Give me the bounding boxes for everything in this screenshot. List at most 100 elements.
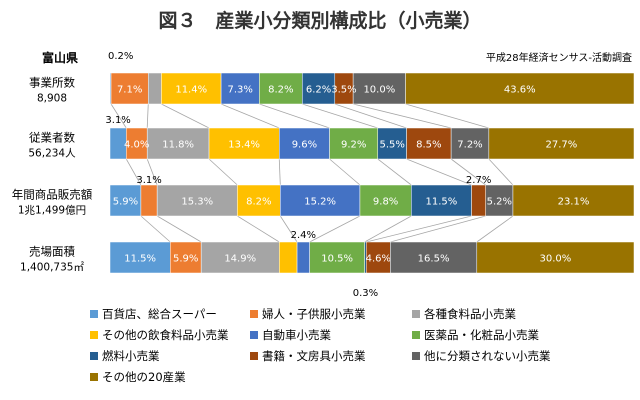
- bar-segment: [359, 184, 412, 217]
- connector-line: [329, 158, 361, 186]
- data-label: 16.5%: [418, 254, 450, 265]
- bar-segment: [148, 72, 162, 105]
- bar-segment: [279, 127, 330, 160]
- legend-label: その他の20産業: [102, 370, 186, 384]
- bar-segment: [329, 127, 379, 160]
- data-label: 7.1%: [117, 85, 142, 96]
- data-label: 9.6%: [292, 140, 317, 151]
- category-label: 年間商品販売額: [12, 188, 93, 202]
- data-label: 11.4%: [175, 85, 207, 96]
- data-label: 6.2%: [306, 85, 331, 96]
- bar-segment: [110, 72, 149, 105]
- data-label: 11.8%: [162, 140, 194, 151]
- data-label: 8.2%: [268, 85, 293, 96]
- bar-segment: [309, 241, 365, 274]
- bar-group: [109, 72, 635, 274]
- legend-label: 燃料小売業: [102, 349, 160, 363]
- data-label: 10.5%: [321, 254, 353, 265]
- chart-title: 図３ 産業小分類別構成比（小売業）: [158, 9, 481, 32]
- connector-line: [476, 215, 514, 243]
- bar-segment: [220, 72, 260, 105]
- connector-line: [237, 215, 280, 243]
- legend-swatch: [90, 352, 98, 360]
- data-label: 0.3%: [353, 288, 378, 299]
- bar-segment: [411, 184, 472, 217]
- connector-line: [156, 215, 202, 243]
- connector-line: [161, 103, 210, 129]
- category-sublabel: 56,234人: [28, 148, 76, 160]
- segment-labels: 7.1% 11.4% 7.3% 8.2% 6.2% 3.5% 10.0% 43.6% 4.0% 1…: [105, 51, 589, 299]
- data-label: 15.3%: [181, 197, 213, 208]
- bar-segment: [296, 241, 310, 274]
- bar-segment: [485, 184, 514, 217]
- data-label: 9.8%: [373, 197, 398, 208]
- connector-line: [278, 158, 281, 186]
- data-label: 11.5%: [426, 197, 458, 208]
- data-label: 8.2%: [246, 197, 271, 208]
- legend-label: 各種食料品小売業: [424, 307, 516, 321]
- data-label: 15.2%: [304, 197, 336, 208]
- data-label: 0.2%: [108, 51, 133, 62]
- bar-segment: [279, 241, 298, 274]
- legend-label: 医薬品・化粧品小売業: [424, 328, 539, 342]
- data-label: 3.1%: [136, 175, 161, 186]
- category-label: 売場面積: [29, 245, 75, 259]
- data-label: 7.2%: [457, 140, 482, 151]
- connector-line: [125, 158, 142, 186]
- connector-line: [488, 158, 514, 186]
- category-label: 従業者数: [29, 131, 75, 145]
- data-label: 11.5%: [124, 254, 156, 265]
- legend-label: 自動車小売業: [262, 328, 331, 342]
- data-label: 5.2%: [487, 197, 512, 208]
- connector-line: [220, 103, 280, 129]
- legend-swatch: [412, 352, 420, 360]
- legend-swatch: [250, 310, 258, 318]
- connector-line: [405, 103, 489, 129]
- data-label: 5.5%: [379, 140, 404, 151]
- bar-segment: [259, 72, 303, 105]
- connector-line: [146, 158, 158, 186]
- legend-swatch: [90, 373, 98, 381]
- bar-segment: [302, 72, 336, 105]
- bar-segment: [476, 241, 635, 274]
- connector-line: [334, 103, 407, 129]
- region-label: 富山県: [42, 50, 78, 65]
- source-note: 平成28年経済センサス-活動調査: [486, 51, 632, 64]
- bar-segment: [352, 72, 406, 105]
- legend-swatch: [90, 331, 98, 339]
- legend-label: 書籍・文房具小売業: [262, 349, 366, 363]
- data-label: 13.4%: [228, 140, 260, 151]
- connector-line: [302, 103, 378, 129]
- connector-line: [450, 158, 486, 186]
- bar-segment: [208, 127, 280, 160]
- connector-line: [353, 103, 452, 129]
- legend-label: その他の飲食料品小売業: [102, 328, 229, 342]
- category-label: 事業所数: [29, 76, 75, 90]
- category-sublabel: 1兆1,499億円: [18, 204, 86, 217]
- bar-segment: [140, 184, 158, 217]
- data-label: 27.7%: [546, 140, 578, 151]
- data-label: 14.9%: [224, 254, 256, 265]
- bar-segment: [406, 127, 452, 160]
- connector-line: [366, 215, 472, 243]
- connector-line: [364, 215, 412, 243]
- bar-segment: [170, 241, 202, 274]
- connector-line: [146, 103, 149, 129]
- bar-segment: [450, 127, 490, 160]
- data-label: 5.9%: [113, 197, 138, 208]
- bar-segment: [471, 184, 486, 217]
- data-label: 3.5%: [331, 85, 356, 96]
- bar-segment: [488, 127, 635, 160]
- connector-line: [279, 215, 298, 243]
- bar-segment: [146, 127, 210, 160]
- connector-line: [259, 103, 330, 129]
- legend-label: 他に分類されない小売業: [424, 349, 551, 363]
- connector-line: [377, 158, 412, 186]
- connector-line: [309, 215, 361, 243]
- legend-swatch: [412, 331, 420, 339]
- legend-label: 百貨店、総合スーパー: [102, 307, 217, 321]
- data-label: 23.1%: [558, 197, 590, 208]
